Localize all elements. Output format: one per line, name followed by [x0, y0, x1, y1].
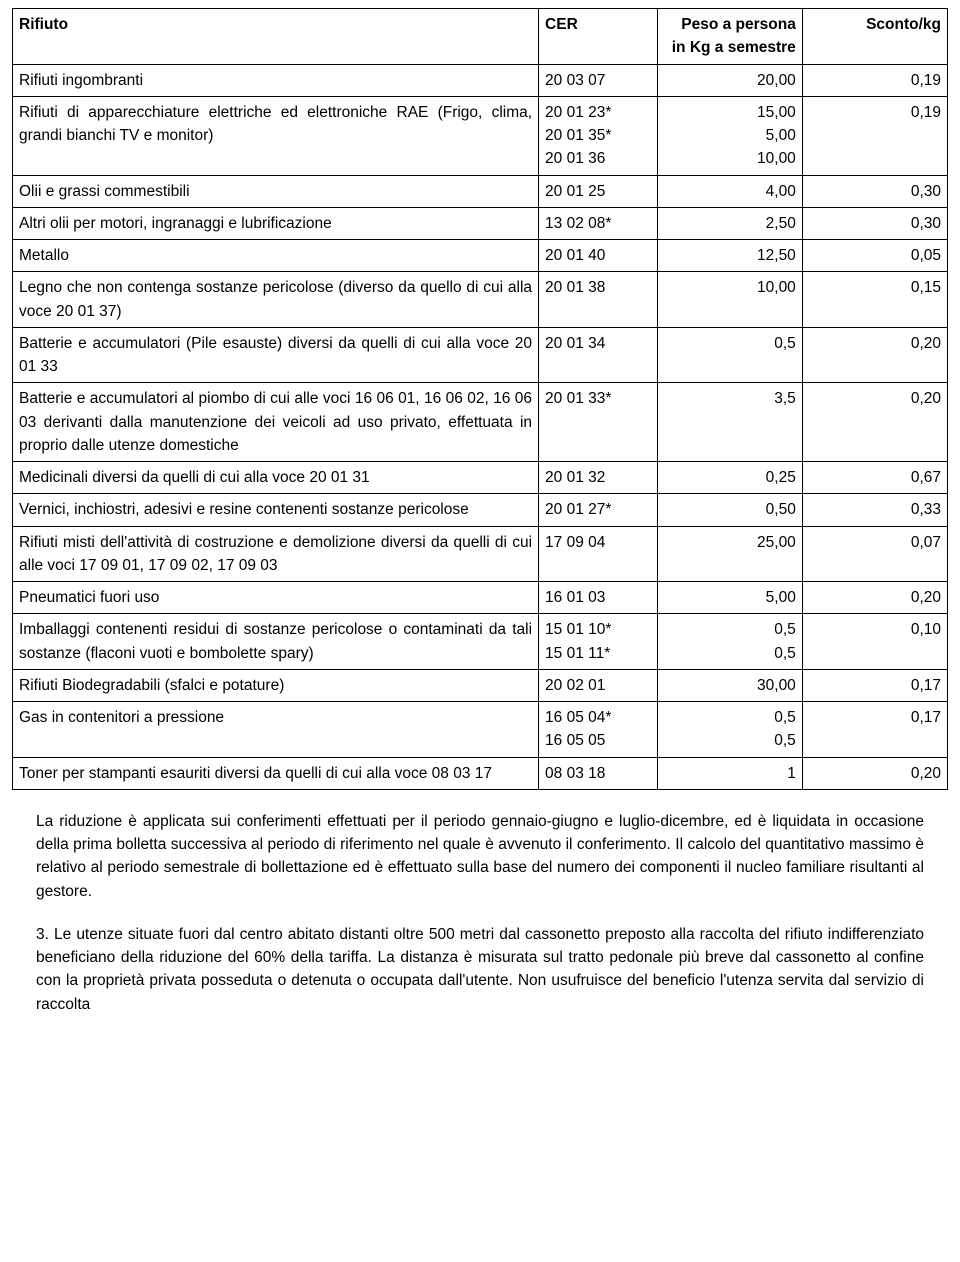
header-rifiuto: Rifiuto — [13, 9, 539, 65]
cell-cer: 17 09 04 — [539, 526, 658, 582]
cell-sconto: 0,19 — [802, 64, 947, 96]
cell-cer: 20 02 01 — [539, 669, 658, 701]
cell-cer: 13 02 08* — [539, 207, 658, 239]
cell-rifiuto: Legno che non contenga sostanze pericolo… — [13, 272, 539, 328]
cell-cer: 20 01 38 — [539, 272, 658, 328]
cell-rifiuto: Rifiuti Biodegradabili (sfalci e potatur… — [13, 669, 539, 701]
table-row: Altri olii per motori, ingranaggi e lubr… — [13, 207, 948, 239]
table-row: Batterie e accumulatori al piombo di cui… — [13, 383, 948, 462]
paragraph-2: 3. Le utenze situate fuori dal centro ab… — [36, 923, 924, 1016]
header-peso: Peso a persona in Kg a semestre — [657, 9, 802, 65]
cell-rifiuto: Medicinali diversi da quelli di cui alla… — [13, 462, 539, 494]
cell-sconto: 0,20 — [802, 327, 947, 383]
cell-cer: 20 01 32 — [539, 462, 658, 494]
cell-rifiuto: Rifiuti di apparecchiature elettriche ed… — [13, 96, 539, 175]
cell-cer: 20 01 40 — [539, 240, 658, 272]
table-row: Metallo20 01 4012,500,05 — [13, 240, 948, 272]
cell-peso: 0,5 0,5 — [657, 702, 802, 758]
cell-rifiuto: Batterie e accumulatori al piombo di cui… — [13, 383, 539, 462]
cell-sconto: 0,17 — [802, 702, 947, 758]
cell-sconto: 0,30 — [802, 175, 947, 207]
cell-sconto: 0,20 — [802, 757, 947, 789]
cell-peso: 0,5 0,5 — [657, 614, 802, 670]
table-row: Batterie e accumulatori (Pile esauste) d… — [13, 327, 948, 383]
cell-sconto: 0,30 — [802, 207, 947, 239]
cell-peso: 3,5 — [657, 383, 802, 462]
cell-sconto: 0,19 — [802, 96, 947, 175]
table-row: Rifiuti di apparecchiature elettriche ed… — [13, 96, 948, 175]
cell-cer: 16 01 03 — [539, 582, 658, 614]
cell-rifiuto: Olii e grassi commestibili — [13, 175, 539, 207]
cell-cer: 08 03 18 — [539, 757, 658, 789]
table-row: Olii e grassi commestibili20 01 254,000,… — [13, 175, 948, 207]
cell-peso: 0,25 — [657, 462, 802, 494]
table-row: Gas in contenitori a pressione16 05 04* … — [13, 702, 948, 758]
cell-sconto: 0,05 — [802, 240, 947, 272]
table-row: Vernici, inchiostri, adesivi e resine co… — [13, 494, 948, 526]
cell-rifiuto: Gas in contenitori a pressione — [13, 702, 539, 758]
table-row: Rifiuti misti dell'attività di costruzio… — [13, 526, 948, 582]
cell-peso: 1 — [657, 757, 802, 789]
cell-sconto: 0,20 — [802, 582, 947, 614]
table-body: Rifiuti ingombranti20 03 0720,000,19Rifi… — [13, 64, 948, 789]
paragraph-1: La riduzione è applicata sui conferiment… — [36, 810, 924, 903]
cell-cer: 20 01 34 — [539, 327, 658, 383]
cell-cer: 20 03 07 — [539, 64, 658, 96]
cell-peso: 25,00 — [657, 526, 802, 582]
cell-sconto: 0,67 — [802, 462, 947, 494]
cell-cer: 20 01 27* — [539, 494, 658, 526]
cell-sconto: 0,33 — [802, 494, 947, 526]
cell-peso: 30,00 — [657, 669, 802, 701]
cell-peso: 20,00 — [657, 64, 802, 96]
table-row: Legno che non contenga sostanze pericolo… — [13, 272, 948, 328]
cell-rifiuto: Pneumatici fuori uso — [13, 582, 539, 614]
header-cer: CER — [539, 9, 658, 65]
cell-cer: 20 01 25 — [539, 175, 658, 207]
cell-sconto: 0,07 — [802, 526, 947, 582]
cell-cer: 16 05 04* 16 05 05 — [539, 702, 658, 758]
cell-peso: 4,00 — [657, 175, 802, 207]
cell-peso: 0,5 — [657, 327, 802, 383]
table-row: Imballaggi contenenti residui di sostanz… — [13, 614, 948, 670]
cell-rifiuto: Rifiuti ingombranti — [13, 64, 539, 96]
cell-rifiuto: Altri olii per motori, ingranaggi e lubr… — [13, 207, 539, 239]
table-row: Toner per stampanti esauriti diversi da … — [13, 757, 948, 789]
table-row: Rifiuti ingombranti20 03 0720,000,19 — [13, 64, 948, 96]
cell-peso: 5,00 — [657, 582, 802, 614]
rifiuti-table: Rifiuto CER Peso a persona in Kg a semes… — [12, 8, 948, 790]
cell-sconto: 0,20 — [802, 383, 947, 462]
cell-cer: 15 01 10* 15 01 11* — [539, 614, 658, 670]
cell-peso: 15,00 5,00 10,00 — [657, 96, 802, 175]
cell-sconto: 0,10 — [802, 614, 947, 670]
table-row: Pneumatici fuori uso16 01 035,000,20 — [13, 582, 948, 614]
cell-rifiuto: Rifiuti misti dell'attività di costruzio… — [13, 526, 539, 582]
cell-cer: 20 01 23* 20 01 35* 20 01 36 — [539, 96, 658, 175]
cell-peso: 12,50 — [657, 240, 802, 272]
cell-rifiuto: Metallo — [13, 240, 539, 272]
table-row: Medicinali diversi da quelli di cui alla… — [13, 462, 948, 494]
header-sconto: Sconto/kg — [802, 9, 947, 65]
table-row: Rifiuti Biodegradabili (sfalci e potatur… — [13, 669, 948, 701]
cell-sconto: 0,17 — [802, 669, 947, 701]
cell-rifiuto: Toner per stampanti esauriti diversi da … — [13, 757, 539, 789]
cell-rifiuto: Batterie e accumulatori (Pile esauste) d… — [13, 327, 539, 383]
cell-rifiuto: Vernici, inchiostri, adesivi e resine co… — [13, 494, 539, 526]
cell-peso: 2,50 — [657, 207, 802, 239]
cell-rifiuto: Imballaggi contenenti residui di sostanz… — [13, 614, 539, 670]
cell-sconto: 0,15 — [802, 272, 947, 328]
table-header-row: Rifiuto CER Peso a persona in Kg a semes… — [13, 9, 948, 65]
cell-cer: 20 01 33* — [539, 383, 658, 462]
cell-peso: 10,00 — [657, 272, 802, 328]
cell-peso: 0,50 — [657, 494, 802, 526]
